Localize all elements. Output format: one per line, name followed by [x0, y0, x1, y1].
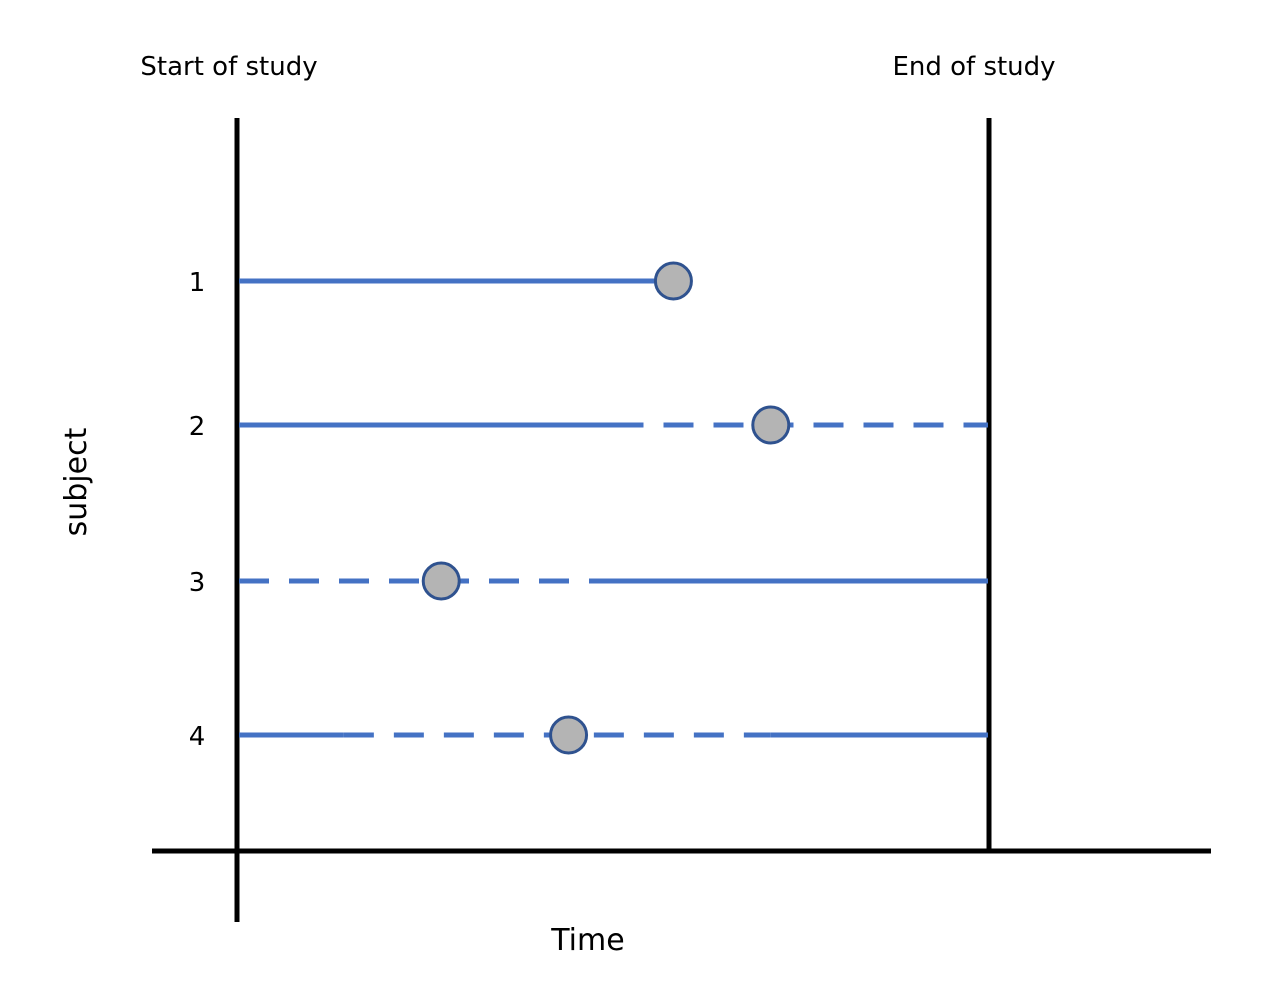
subject-1-event-marker — [653, 261, 693, 301]
end-of-study-label: End of study — [892, 52, 1055, 82]
start-of-study-label: Start of study — [140, 52, 317, 82]
subject-3-event-marker — [421, 561, 461, 601]
subject-label-1: 1 — [189, 268, 206, 298]
subject-label-4: 4 — [189, 722, 206, 752]
subject-label-2: 2 — [189, 412, 206, 442]
subject-2-event-marker — [751, 405, 791, 445]
subject-4-event-marker — [549, 715, 589, 755]
subject-label-3: 3 — [189, 568, 206, 598]
x-axis-title: Time — [550, 923, 624, 958]
subject-rows: 1 2 3 4 — [189, 261, 988, 755]
y-axis-title: subject — [59, 427, 94, 536]
